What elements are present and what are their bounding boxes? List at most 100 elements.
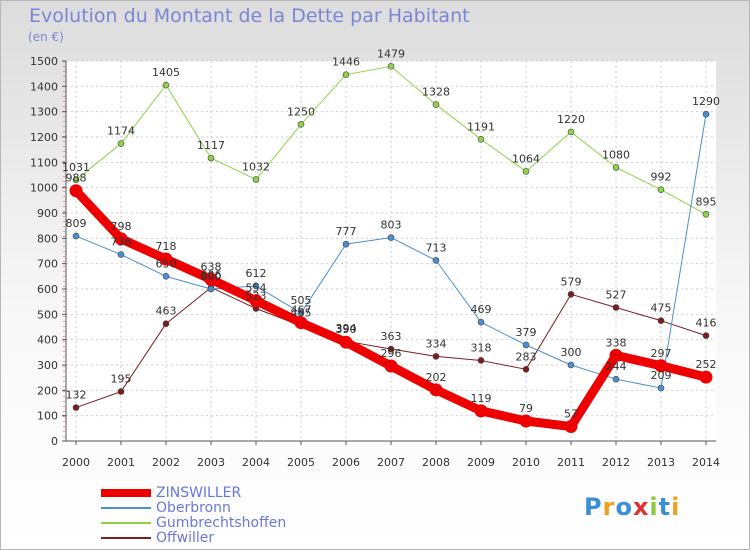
data-label-oberbronn: 809 [66, 217, 87, 230]
axes: 0 100 200 300 400 500 600 700 800 900 1000 1100 1200… [30, 55, 720, 469]
data-label-zinswiller: 638 [201, 260, 222, 273]
series-point-zinswiller [339, 335, 353, 349]
data-label-oberbronn: 713 [426, 241, 447, 254]
data-label-offwiller: 523 [246, 290, 267, 303]
logo-letter: t [658, 493, 672, 521]
data-label-oberbronn: 300 [561, 346, 582, 359]
y-tick-label: 1400 [30, 80, 58, 93]
data-label-offwiller: 318 [471, 341, 492, 354]
series-point-gumbrechtshoffen [567, 128, 575, 136]
series-point-zinswiller [519, 414, 533, 428]
data-label-gumbrechtshoffen: 1479 [377, 47, 405, 60]
series-point-offwiller [567, 291, 575, 298]
data-label-offwiller: 606 [201, 268, 222, 281]
data-label-offwiller: 363 [381, 330, 402, 343]
data-label-offwiller: 463 [156, 305, 177, 318]
series-point-gumbrechtshoffen [387, 63, 395, 70]
data-label-offwiller: 416 [696, 317, 717, 330]
x-tick-label: 2013 [647, 456, 675, 469]
series-point-zinswiller [249, 294, 263, 308]
series-point-zinswiller [294, 316, 308, 330]
legend-label: Offwiller [156, 530, 215, 546]
data-label-oberbronn: 650 [156, 257, 177, 270]
x-tick-label: 2004 [242, 456, 270, 469]
series-point-gumbrechtshoffen [252, 176, 260, 183]
series-point-zinswiller [384, 359, 398, 373]
series-point-oberbronn [567, 361, 575, 369]
chart-subtitle: (en €) [28, 30, 64, 44]
series-point-zinswiller [429, 383, 443, 397]
data-label-zinswiller: 79 [519, 402, 533, 415]
data-label-gumbrechtshoffen: 895 [696, 195, 717, 208]
data-label-gumbrechtshoffen: 1250 [287, 105, 315, 118]
data-label-oberbronn: 244 [606, 360, 627, 373]
y-tick-label: 1100 [30, 156, 58, 169]
x-tick-label: 2010 [512, 456, 540, 469]
series-point-oberbronn [207, 285, 215, 293]
data-labels: 988 798 718 638 554 467 390 296 202 119 79 57 338 297… [62, 47, 720, 420]
data-label-gumbrechtshoffen: 1064 [512, 152, 540, 165]
data-label-gumbrechtshoffen: 1328 [422, 86, 450, 99]
data-label-oberbronn: 469 [471, 303, 492, 316]
data-label-zinswiller: 718 [156, 240, 177, 253]
data-label-zinswiller: 988 [66, 172, 87, 185]
logo-letter: i [649, 493, 659, 521]
series-point-offwiller [387, 345, 395, 353]
x-tick-label: 2007 [377, 456, 405, 469]
series-point-oberbronn [162, 273, 170, 280]
legend-label: Gumbrechtshoffen [156, 515, 287, 531]
series-point-zinswiller [699, 370, 713, 384]
data-label-offwiller: 132 [66, 389, 87, 402]
data-label-gumbrechtshoffen: 1117 [197, 139, 225, 152]
series-point-gumbrechtshoffen [117, 140, 125, 147]
series-point-offwiller [702, 332, 710, 339]
y-tick-label: 1300 [30, 106, 58, 119]
series-point-oberbronn [297, 309, 305, 317]
data-label-gumbrechtshoffen: 1446 [332, 56, 360, 69]
series-point-offwiller [117, 388, 125, 395]
legend-swatch [101, 489, 151, 497]
series-point-zinswiller [564, 420, 578, 434]
y-tick-label: 900 [37, 207, 58, 220]
series-point-oberbronn [657, 384, 665, 392]
series-point-oberbronn [72, 232, 80, 240]
data-label-gumbrechtshoffen: 1174 [107, 125, 135, 138]
series-point-offwiller [522, 366, 530, 373]
series-point-gumbrechtshoffen [612, 164, 620, 171]
series-point-gumbrechtshoffen [522, 168, 530, 175]
series-point-offwiller [657, 317, 665, 324]
series-point-gumbrechtshoffen [342, 71, 350, 78]
data-label-oberbronn: 777 [336, 225, 357, 238]
x-tick-label: 2008 [422, 456, 450, 469]
series-point-zinswiller [69, 184, 83, 198]
data-label-zinswiller: 296 [381, 347, 402, 360]
data-label-offwiller: 455 [291, 307, 312, 320]
series-point-offwiller [432, 353, 440, 360]
series-point-gumbrechtshoffen [432, 101, 440, 108]
series-point-oberbronn [117, 251, 125, 258]
series-point-gumbrechtshoffen [657, 186, 665, 193]
y-tick-label: 700 [37, 258, 58, 271]
series-point-oberbronn [522, 341, 530, 349]
y-tick-label: 1000 [30, 182, 58, 195]
data-label-oberbronn: 1290 [692, 95, 720, 108]
data-label-offwiller: 334 [426, 337, 447, 350]
data-label-zinswiller: 798 [111, 220, 132, 233]
data-label-oberbronn: 379 [516, 326, 537, 339]
data-label-offwiller: 475 [651, 302, 672, 315]
data-label-gumbrechtshoffen: 1080 [602, 148, 630, 161]
x-tick-label: 2002 [152, 456, 180, 469]
series-point-zinswiller [654, 359, 668, 373]
y-tick-label: 1200 [30, 131, 58, 144]
y-tick-label: 500 [37, 308, 58, 321]
series-point-zinswiller [159, 252, 173, 266]
y-tick-label: 100 [37, 410, 58, 423]
data-label-zinswiller: 467 [291, 304, 312, 317]
data-label-zinswiller: 338 [606, 336, 627, 349]
data-label-zinswiller: 297 [651, 347, 672, 360]
x-tick-label: 2009 [467, 456, 495, 469]
proxiti-logo: Proxiti [584, 493, 680, 521]
logo-letter: r [602, 493, 616, 521]
series-point-oberbronn [252, 282, 260, 290]
